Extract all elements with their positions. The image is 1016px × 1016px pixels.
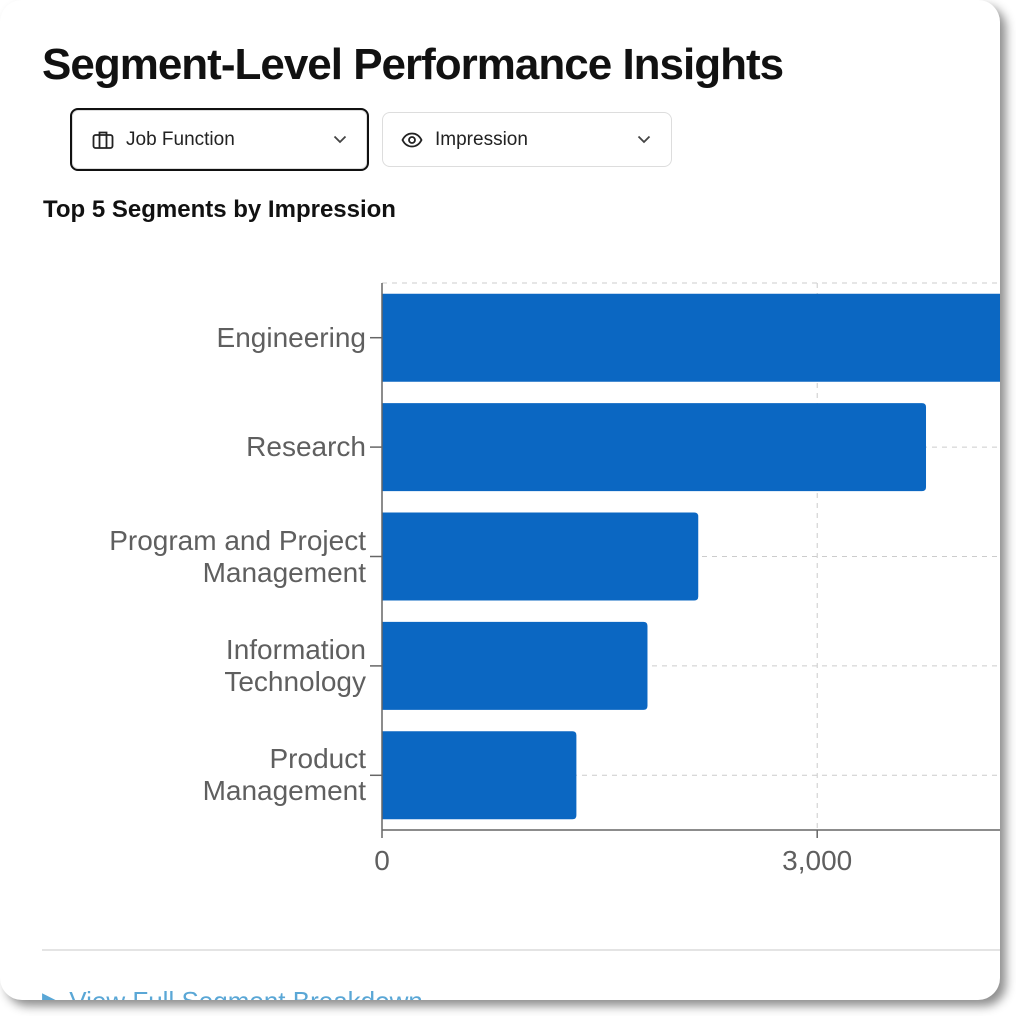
divider bbox=[42, 949, 1000, 951]
eye-icon bbox=[401, 132, 423, 147]
dropdown-label: Job Function bbox=[126, 128, 235, 150]
bar bbox=[382, 731, 577, 820]
dropdown[interactable]: Impression bbox=[382, 112, 672, 167]
chevron-icon bbox=[637, 135, 651, 144]
dropdown[interactable]: Job Function bbox=[70, 108, 369, 171]
x-tick-label: 0 bbox=[374, 845, 390, 876]
bar bbox=[382, 403, 927, 492]
y-tick-label: Information Technology bbox=[224, 633, 366, 697]
dropdown-label: Impression bbox=[435, 128, 528, 150]
link-text: View Full Segment Breakdown bbox=[69, 986, 423, 1000]
x-tick-label: 3,000 bbox=[782, 845, 852, 876]
page-title: Segment-Level Performance Insights bbox=[42, 40, 784, 89]
card: Segment-Level Performance Insights Job F… bbox=[42, 40, 1000, 1000]
y-tick-label: Engineering bbox=[216, 321, 366, 353]
bar bbox=[382, 293, 1000, 382]
chart: 0 3,000 bbox=[370, 282, 1000, 876]
y-tick-label: Research bbox=[246, 431, 366, 463]
briefcase-icon bbox=[92, 131, 114, 149]
bar bbox=[382, 512, 699, 601]
bar bbox=[382, 621, 648, 710]
y-tick-label: Product Management bbox=[202, 743, 366, 807]
chart-title: Top 5 Segments by Impression bbox=[43, 196, 396, 223]
link[interactable]: ▶ View Full Segment Breakdown bbox=[42, 986, 423, 1000]
chevron-icon bbox=[333, 135, 347, 144]
y-tick-label: Program and Project Management bbox=[109, 524, 366, 588]
